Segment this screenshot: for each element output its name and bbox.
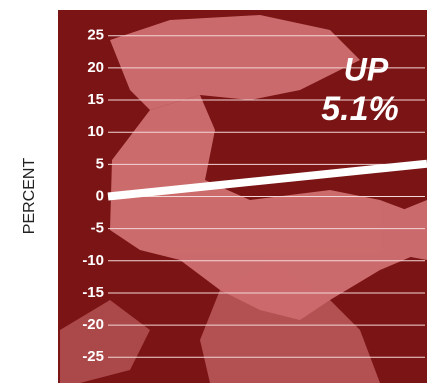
y-tick-label: 0 [96, 187, 104, 204]
y-tick-label: 15 [87, 91, 104, 108]
y-tick-label: -25 [82, 348, 104, 365]
y-tick-label: -5 [91, 220, 104, 237]
background-illustration [60, 15, 427, 383]
y-tick-label: -15 [82, 284, 104, 301]
y-tick-label: -10 [82, 252, 104, 269]
y-tick-label: -20 [82, 316, 104, 333]
y-tick-label: 10 [87, 123, 104, 140]
y-axis-label: PERCENT [21, 158, 38, 235]
y-tick-label: 25 [87, 27, 104, 44]
annotation: 5.1% [321, 90, 399, 128]
annotation: UP [344, 51, 389, 87]
y-tick-label: 5 [96, 155, 104, 172]
data-line [107, 159, 427, 201]
y-tick-label: 20 [87, 59, 104, 76]
